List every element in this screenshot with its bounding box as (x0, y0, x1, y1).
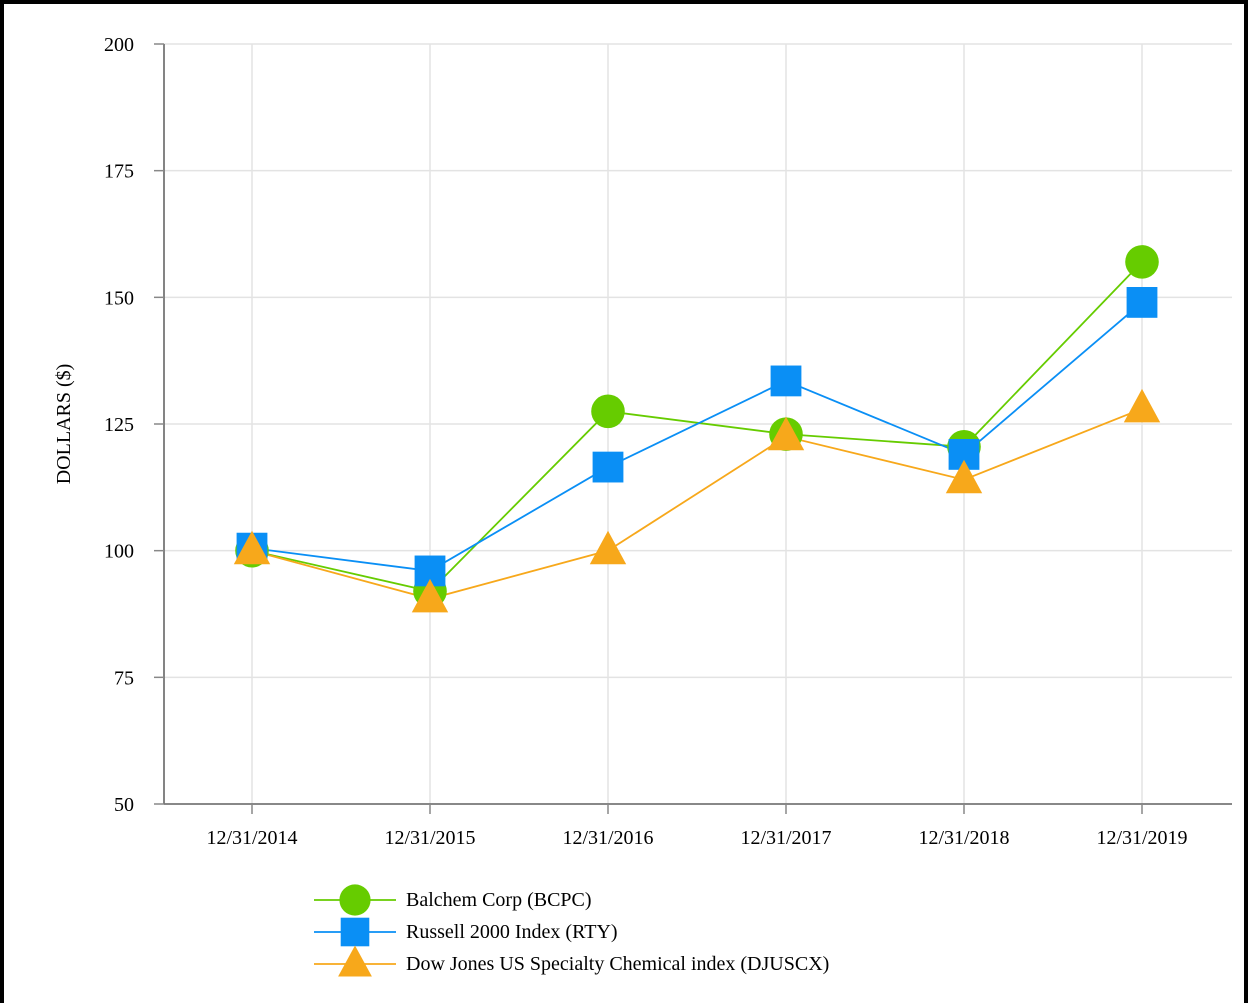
series-layer (233, 245, 1161, 613)
series-2-point (592, 451, 624, 483)
y-tick-label: 175 (104, 161, 134, 183)
y-tick-label: 150 (104, 287, 134, 309)
y-ticks: 50 75 100 125 150 175 200 (104, 34, 164, 816)
x-tick-label: 12/31/2019 (1096, 827, 1187, 849)
series-line-3 (251, 407, 1143, 600)
x-tick-label: 12/31/2016 (562, 827, 653, 849)
series-3-point (233, 530, 271, 565)
series-1-point (591, 394, 625, 429)
legend-label: Russell 2000 Index (RTY) (406, 921, 618, 943)
legend-marker (340, 917, 370, 947)
series-3-point (1123, 388, 1161, 423)
series-3-point (767, 416, 805, 451)
x-tick-label: 12/31/2014 (206, 827, 297, 849)
line-chart: 50 75 100 125 150 175 200 12/31/2014 12/31/2015… (53, 34, 1232, 977)
series-line-2 (251, 301, 1143, 572)
series-2-point (1126, 287, 1158, 318)
y-tick-label: 125 (104, 414, 134, 436)
x-tick-label: 12/31/2015 (384, 827, 475, 849)
y-tick-label: 50 (114, 794, 134, 816)
series-3-point (589, 530, 627, 565)
y-tick-label: 100 (104, 541, 134, 563)
series-line-1 (251, 261, 1143, 593)
y-axis-label: DOLLARS ($) (53, 364, 75, 485)
legend-marker (338, 945, 372, 977)
series-1-point (1125, 245, 1159, 279)
x-tick-label: 12/31/2017 (740, 827, 831, 849)
legend-marker (339, 884, 371, 916)
series-3-point (945, 459, 983, 494)
grid (164, 43, 1232, 804)
series-3-point (411, 578, 449, 613)
legend-label: Balchem Corp (BCPC) (406, 889, 592, 911)
x-tick-label: 12/31/2018 (918, 827, 1009, 849)
legend-label: Dow Jones US Specialty Chemical index (D… (406, 953, 829, 975)
x-ticks: 12/31/2014 12/31/2015 12/31/2016 12/31/2017… (206, 804, 1188, 849)
legend: Balchem Corp (BCPC) Russell 2000 Index (R… (314, 884, 829, 977)
y-tick-label: 200 (104, 34, 134, 56)
series-2-point (770, 365, 802, 397)
y-tick-label: 75 (114, 667, 134, 689)
